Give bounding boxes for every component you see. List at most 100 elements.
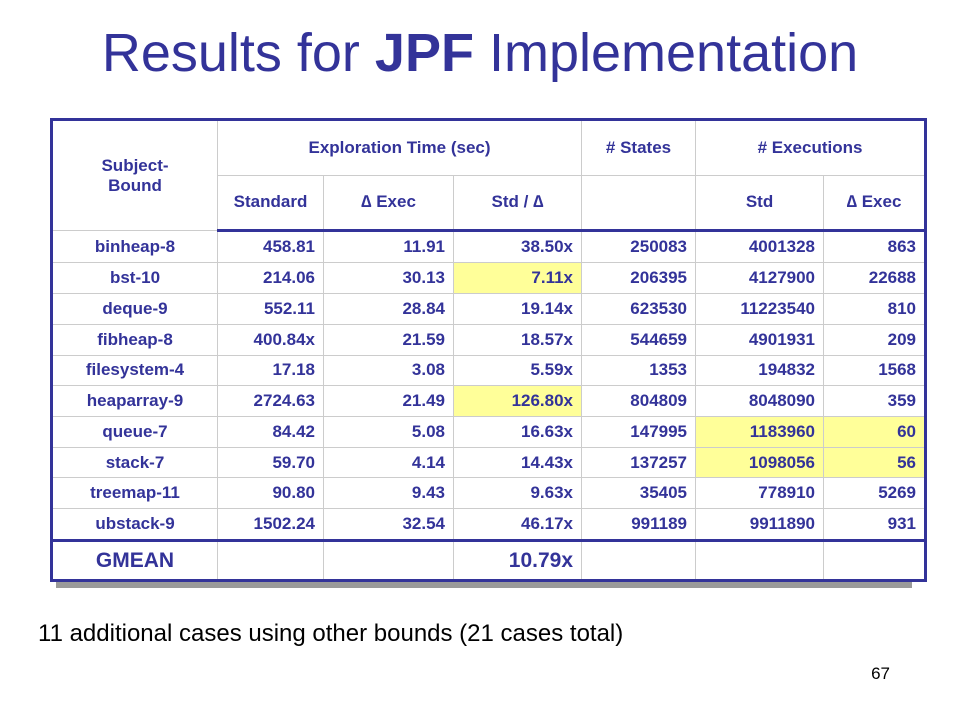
cell-states: 137257 — [581, 446, 697, 479]
gmean-empty-standard — [217, 540, 324, 581]
cell-states: 544659 — [581, 323, 697, 356]
title-bold: JPF — [374, 23, 474, 83]
cell-standard: 400.84x — [217, 323, 324, 356]
cell-name: deque-9 — [51, 293, 218, 325]
cell-name: stack-7 — [51, 446, 218, 479]
cell-delta: 3.08 — [323, 354, 454, 387]
cell-standard: 84.42 — [217, 416, 324, 448]
cell-ratio: 19.14x — [452, 293, 583, 325]
table-row: bst-10 214.06 30.13 7.11x 206395 4127900 22688 — [51, 262, 927, 295]
cell-standard: 90.80 — [217, 477, 324, 510]
cell-ratio: 9.63x — [452, 477, 583, 510]
header-standard: Standard — [217, 174, 324, 233]
cell-ratio: 126.80x — [452, 385, 583, 417]
cell-standard: 552.11 — [217, 293, 324, 325]
cell-states: 991189 — [581, 508, 697, 543]
cell-dexec: 1568 — [823, 354, 927, 387]
header-delta-exec: ∆ Exec — [323, 174, 454, 233]
cell-delta: 21.49 — [323, 385, 454, 417]
header-states-empty — [581, 174, 697, 233]
cell-name: ubstack-9 — [51, 508, 218, 543]
cell-standard: 2724.63 — [217, 385, 324, 417]
cell-std: 1098056 — [695, 446, 825, 479]
cell-states: 35405 — [581, 477, 697, 510]
cell-dexec: 5269 — [823, 477, 927, 510]
table-row: deque-9 552.11 28.84 19.14x 623530 11223540 81… — [51, 293, 927, 325]
cell-std: 1183960 — [695, 416, 825, 448]
gmean-empty-states — [581, 540, 697, 581]
table-body: binheap-8 458.81 11.91 38.50x 250083 4001328 8… — [51, 230, 927, 543]
cell-name: filesystem-4 — [51, 354, 218, 387]
cell-ratio: 16.63x — [452, 416, 583, 448]
cell-dexec: 209 — [823, 323, 927, 356]
cell-states: 1353 — [581, 354, 697, 387]
results-table: Subject- Bound Exploration Time (sec) # … — [50, 118, 928, 582]
cell-standard: 458.81 — [217, 230, 324, 264]
cell-dexec: 60 — [823, 416, 927, 448]
cell-states: 250083 — [581, 230, 697, 264]
cell-name: fibheap-8 — [51, 323, 218, 356]
cell-ratio: 7.11x — [452, 262, 583, 295]
cell-states: 804809 — [581, 385, 697, 417]
cell-delta: 21.59 — [323, 323, 454, 356]
cell-std: 11223540 — [695, 293, 825, 325]
cell-ratio: 14.43x — [452, 446, 583, 479]
header-states: # States — [581, 119, 697, 176]
cell-dexec: 22688 — [823, 262, 927, 295]
cell-delta: 5.08 — [323, 416, 454, 448]
cell-std: 8048090 — [695, 385, 825, 417]
cell-ratio: 5.59x — [452, 354, 583, 387]
cell-delta: 11.91 — [323, 230, 454, 264]
cell-delta: 9.43 — [323, 477, 454, 510]
cell-states: 147995 — [581, 416, 697, 448]
header-std-over-delta: Std / ∆ — [452, 174, 583, 233]
cell-std: 4001328 — [695, 230, 825, 264]
cell-dexec: 863 — [823, 230, 927, 264]
header-subject: Subject- Bound — [51, 118, 218, 232]
cell-standard: 59.70 — [217, 446, 324, 479]
cell-states: 623530 — [581, 293, 697, 325]
gmean-empty-std — [695, 540, 825, 581]
page-number: 67 — [871, 664, 890, 683]
cell-name: bst-10 — [51, 262, 218, 295]
cell-name: heaparray-9 — [51, 385, 218, 417]
table-row: filesystem-4 17.18 3.08 5.59x 1353 194832 1568 — [51, 354, 927, 387]
cell-standard: 1502.24 — [217, 508, 324, 543]
cell-name: queue-7 — [51, 416, 218, 448]
cell-name: treemap-11 — [51, 477, 218, 510]
table-row: heaparray-9 2724.63 21.49 126.80x 804809 8048… — [51, 385, 927, 417]
gmean-empty-delta — [323, 540, 454, 581]
cell-std: 4127900 — [695, 262, 825, 295]
cell-dexec: 56 — [823, 446, 927, 479]
cell-dexec: 931 — [823, 508, 927, 543]
gmean-row: GMEAN 10.79x — [51, 540, 927, 581]
table-row: binheap-8 458.81 11.91 38.50x 250083 4001328 8… — [51, 230, 927, 264]
cell-std: 194832 — [695, 354, 825, 387]
header-delta-exec-2: ∆ Exec — [823, 174, 927, 233]
cell-ratio: 18.57x — [452, 323, 583, 356]
header-row-1: Subject- Bound Exploration Time (sec) # … — [51, 118, 927, 232]
table-row: fibheap-8 400.84x 21.59 18.57x 544659 4901931… — [51, 323, 927, 356]
cell-delta: 32.54 — [323, 508, 454, 543]
cell-standard: 214.06 — [217, 262, 324, 295]
results-table-container: Subject- Bound Exploration Time (sec) # … — [50, 118, 928, 582]
cell-ratio: 46.17x — [452, 508, 583, 543]
table-row: queue-7 84.42 5.08 16.63x 147995 1183960 60 — [51, 416, 927, 448]
title-part1: Results for — [101, 23, 375, 83]
cell-dexec: 359 — [823, 385, 927, 417]
cell-dexec: 810 — [823, 293, 927, 325]
title-part2: Implementation — [473, 23, 859, 83]
cell-delta: 28.84 — [323, 293, 454, 325]
header-row-2: Standard ∆ Exec Std / ∆ Std ∆ Exec — [52, 174, 927, 233]
table-row: stack-7 59.70 4.14 14.43x 137257 1098056 56 — [51, 446, 927, 479]
gmean-label: GMEAN — [51, 540, 218, 581]
slide-title: Results for JPF Implementation — [0, 22, 960, 84]
cell-delta: 4.14 — [323, 446, 454, 479]
cell-name: binheap-8 — [51, 230, 218, 264]
cell-ratio: 38.50x — [452, 230, 583, 264]
gmean-ratio: 10.79x — [452, 540, 583, 581]
cell-standard: 17.18 — [217, 354, 324, 387]
header-exploration: Exploration Time (sec) — [216, 119, 583, 176]
header-std: Std — [695, 174, 825, 233]
cell-std: 9911890 — [695, 508, 825, 543]
